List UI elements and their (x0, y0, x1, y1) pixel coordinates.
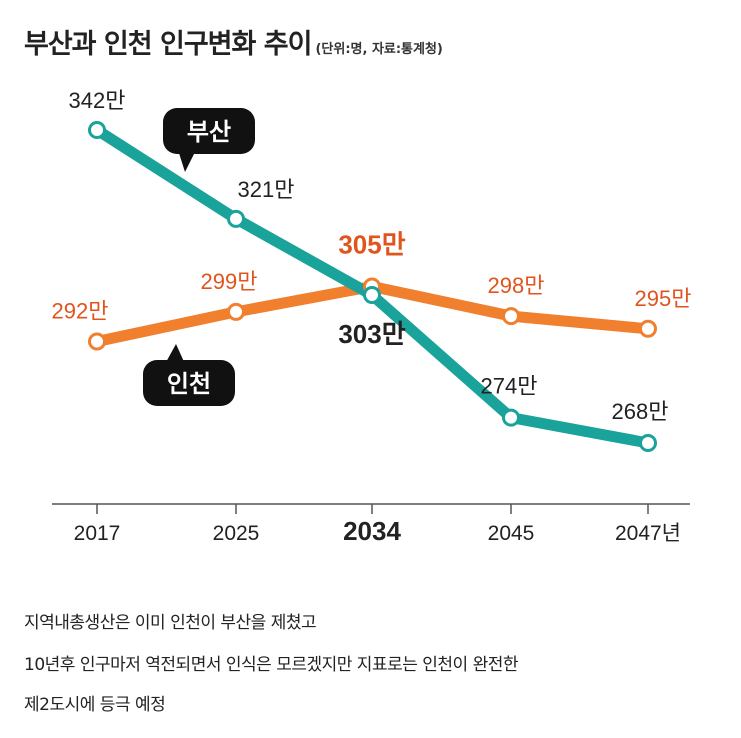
chart-subtitle: (단위:명, 자료:통계청) (315, 42, 443, 57)
data-label-busan: 268만 (612, 399, 669, 424)
caption-line-2: 10년후 인구마저 역전되면서 인식은 모르겠지만 지표로는 인천이 완전한 (24, 655, 519, 675)
series-incheon-tag: 인천 (167, 371, 211, 398)
series-busan-tag: 부산 (187, 119, 231, 146)
caption-line-1: 지역내총생산은 이미 인천이 부산을 제쳤고 (24, 613, 317, 633)
data-point-incheon (639, 319, 657, 338)
x-tick-label: 2034 (343, 516, 401, 546)
data-point-incheon (227, 302, 245, 321)
data-point-busan (227, 209, 245, 228)
caption-line-3: 제2도시에 등극 예정 (24, 695, 166, 715)
x-tick-label: 2025 (213, 522, 260, 545)
data-label-incheon: 298만 (488, 273, 545, 298)
x-tick-label: 2017 (74, 522, 121, 545)
data-label-busan: 321만 (238, 177, 295, 202)
data-label-incheon: 299만 (201, 269, 258, 294)
chart-title: 부산과 인천 인구변화 추이 (24, 29, 312, 60)
data-label-incheon: 305만 (338, 230, 405, 260)
data-point-incheon (88, 332, 106, 351)
data-label-incheon: 295만 (635, 286, 692, 311)
data-label-busan: 274만 (481, 374, 538, 399)
data-point-busan (363, 285, 381, 304)
series-incheon-bubble (143, 360, 235, 406)
x-tick-label: 2045 (488, 522, 535, 545)
data-label-busan: 303만 (338, 319, 405, 349)
series-busan-bubble (163, 108, 255, 154)
data-point-incheon (502, 307, 520, 326)
data-label-busan: 342만 (69, 88, 126, 113)
data-point-busan (502, 408, 520, 427)
data-label-incheon: 292만 (52, 298, 109, 323)
data-point-busan (639, 434, 657, 452)
line-chart: 2017 2025 2034 2045 2047년 342만 321만 303만 274만 268… (52, 88, 692, 546)
x-tick-label: 2047년 (615, 522, 681, 545)
series-incheon-bubble-tail (165, 344, 185, 364)
chart-title-block: 부산과 인천 인구변화 추이 (단위:명, 자료:통계청) (24, 22, 443, 61)
data-point-busan (88, 121, 106, 139)
series-busan-bubble-tail (178, 150, 196, 172)
